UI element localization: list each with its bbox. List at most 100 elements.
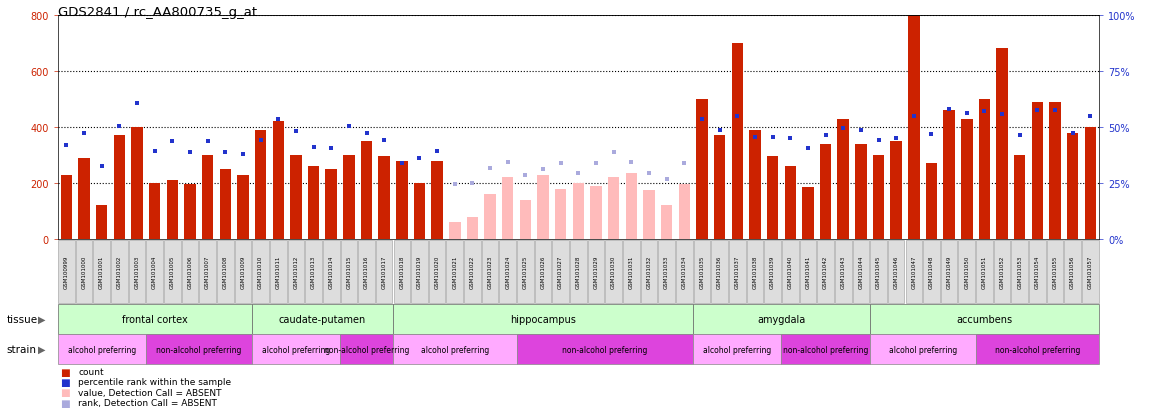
- Bar: [413, 183, 425, 240]
- Text: GSM101007: GSM101007: [205, 255, 211, 289]
- Text: GSM101025: GSM101025: [523, 255, 528, 289]
- Text: accumbens: accumbens: [956, 314, 1013, 324]
- Bar: [519, 200, 531, 240]
- Text: amygdala: amygdala: [757, 314, 806, 324]
- Text: GSM101014: GSM101014: [329, 255, 334, 289]
- Text: GSM101034: GSM101034: [681, 255, 687, 289]
- Text: GSM101032: GSM101032: [647, 255, 651, 289]
- Text: GSM101029: GSM101029: [594, 255, 599, 289]
- Bar: [237, 175, 249, 240]
- Bar: [555, 189, 566, 240]
- Bar: [343, 156, 355, 240]
- Text: GSM101018: GSM101018: [399, 255, 404, 289]
- Bar: [872, 156, 884, 240]
- Bar: [184, 185, 196, 240]
- Bar: [273, 122, 284, 240]
- Text: GSM101023: GSM101023: [488, 255, 493, 289]
- Bar: [538, 175, 549, 240]
- Text: GSM101026: GSM101026: [541, 255, 546, 289]
- Text: GSM101016: GSM101016: [364, 255, 369, 289]
- Text: GSM101017: GSM101017: [382, 255, 387, 289]
- Text: ■: ■: [60, 398, 69, 408]
- Text: GSM101055: GSM101055: [1052, 255, 1058, 289]
- Text: GSM101027: GSM101027: [558, 255, 563, 289]
- Text: GSM101041: GSM101041: [806, 255, 810, 289]
- Bar: [1014, 156, 1026, 240]
- Text: GSM101053: GSM101053: [1017, 255, 1022, 289]
- Bar: [1084, 128, 1096, 240]
- Text: rank, Detection Call = ABSENT: rank, Detection Call = ABSENT: [78, 398, 218, 407]
- Bar: [802, 188, 814, 240]
- Text: GSM101011: GSM101011: [276, 255, 281, 289]
- Bar: [220, 170, 231, 240]
- Bar: [626, 174, 638, 240]
- Text: GSM101048: GSM101048: [929, 255, 933, 289]
- Bar: [485, 195, 496, 240]
- Text: non-alcohol preferring: non-alcohol preferring: [994, 345, 1080, 354]
- Bar: [573, 183, 584, 240]
- Text: GSM101052: GSM101052: [999, 255, 1005, 289]
- Bar: [396, 161, 407, 240]
- Text: GSM101030: GSM101030: [611, 255, 616, 289]
- Text: GDS2841 / rc_AA800735_g_at: GDS2841 / rc_AA800735_g_at: [58, 6, 257, 19]
- Text: GSM101002: GSM101002: [117, 255, 122, 289]
- Bar: [590, 186, 602, 240]
- Bar: [608, 178, 619, 240]
- Text: GSM101038: GSM101038: [753, 255, 757, 289]
- Bar: [944, 111, 955, 240]
- Bar: [432, 161, 443, 240]
- Bar: [254, 131, 266, 240]
- Text: alcohol preferring: alcohol preferring: [261, 345, 330, 354]
- Bar: [1031, 102, 1043, 240]
- Text: frontal cortex: frontal cortex: [122, 314, 188, 324]
- Text: caudate-putamen: caudate-putamen: [279, 314, 366, 324]
- Text: GSM101028: GSM101028: [576, 255, 581, 289]
- Text: GSM101031: GSM101031: [628, 255, 634, 289]
- Text: GSM101012: GSM101012: [294, 255, 298, 289]
- Text: GSM101008: GSM101008: [223, 255, 228, 289]
- Text: GSM101021: GSM101021: [452, 255, 457, 289]
- Bar: [891, 142, 902, 240]
- Text: count: count: [78, 367, 104, 376]
- Text: non-alcohol preferring: non-alcohol preferring: [562, 345, 648, 354]
- Bar: [78, 159, 90, 240]
- Text: ▶: ▶: [38, 344, 46, 354]
- Bar: [307, 167, 319, 240]
- Bar: [502, 178, 513, 240]
- Bar: [114, 136, 125, 240]
- Text: GSM101010: GSM101010: [258, 255, 264, 289]
- Bar: [131, 128, 143, 240]
- Bar: [148, 183, 160, 240]
- Bar: [749, 131, 761, 240]
- Bar: [1050, 102, 1061, 240]
- Bar: [679, 185, 691, 240]
- Bar: [643, 190, 655, 240]
- Text: GSM101006: GSM101006: [188, 255, 192, 289]
- Bar: [855, 145, 867, 240]
- Bar: [961, 119, 973, 240]
- Text: GSM101037: GSM101037: [734, 255, 740, 289]
- Bar: [466, 217, 478, 240]
- Text: ■: ■: [60, 367, 69, 377]
- Text: GSM101050: GSM101050: [965, 255, 969, 289]
- Text: GSM101000: GSM101000: [82, 255, 86, 289]
- Text: non-alcohol preferring: non-alcohol preferring: [323, 345, 410, 354]
- Text: GSM101019: GSM101019: [417, 255, 422, 289]
- Text: GSM101039: GSM101039: [770, 255, 775, 289]
- Text: non-alcohol preferring: non-alcohol preferring: [157, 345, 242, 354]
- Text: GSM101005: GSM101005: [170, 255, 175, 289]
- Bar: [732, 44, 744, 240]
- Text: strain: strain: [7, 344, 37, 354]
- Text: GSM101049: GSM101049: [946, 255, 952, 289]
- Bar: [290, 156, 302, 240]
- Text: GSM101035: GSM101035: [700, 255, 704, 289]
- Text: GSM101036: GSM101036: [717, 255, 722, 289]
- Bar: [167, 181, 178, 240]
- Text: percentile rank within the sample: percentile rank within the sample: [78, 377, 231, 387]
- Text: GSM101020: GSM101020: [435, 255, 440, 289]
- Bar: [925, 164, 937, 240]
- Bar: [449, 223, 460, 240]
- Bar: [714, 136, 725, 240]
- Text: alcohol preferring: alcohol preferring: [68, 345, 136, 354]
- Text: GSM101033: GSM101033: [664, 255, 669, 289]
